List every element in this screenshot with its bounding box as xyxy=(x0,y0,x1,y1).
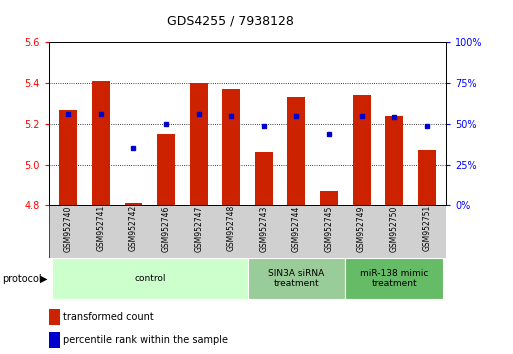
Text: GSM952740: GSM952740 xyxy=(64,205,73,252)
Bar xyxy=(52,258,247,299)
Bar xyxy=(125,203,143,205)
Bar xyxy=(190,83,208,205)
Text: GSM952745: GSM952745 xyxy=(325,205,333,252)
Text: ▶: ▶ xyxy=(40,274,48,284)
Bar xyxy=(157,134,175,205)
Text: GSM952751: GSM952751 xyxy=(422,205,431,251)
Bar xyxy=(320,191,338,205)
Bar xyxy=(287,97,305,205)
Text: GSM952742: GSM952742 xyxy=(129,205,138,251)
Text: GDS4255 / 7938128: GDS4255 / 7938128 xyxy=(167,14,294,27)
Bar xyxy=(60,110,77,205)
Bar xyxy=(49,309,60,325)
Bar xyxy=(49,204,446,258)
Text: GSM952747: GSM952747 xyxy=(194,205,203,252)
Text: GSM952743: GSM952743 xyxy=(259,205,268,252)
Text: SIN3A siRNA
treatment: SIN3A siRNA treatment xyxy=(268,269,325,289)
Text: percentile rank within the sample: percentile rank within the sample xyxy=(63,335,228,346)
Bar xyxy=(92,81,110,205)
Text: transformed count: transformed count xyxy=(63,312,153,322)
Bar xyxy=(385,116,403,205)
Text: GSM952748: GSM952748 xyxy=(227,205,236,251)
Bar xyxy=(352,95,370,205)
Text: GSM952744: GSM952744 xyxy=(292,205,301,252)
Text: miR-138 mimic
treatment: miR-138 mimic treatment xyxy=(360,269,428,289)
Text: protocol: protocol xyxy=(3,274,42,284)
Text: GSM952749: GSM952749 xyxy=(357,205,366,252)
Text: GSM952746: GSM952746 xyxy=(162,205,170,252)
Bar xyxy=(222,89,240,205)
Bar xyxy=(49,332,60,348)
Text: control: control xyxy=(134,274,166,283)
Bar xyxy=(255,152,273,205)
Bar xyxy=(247,258,345,299)
Bar xyxy=(345,258,443,299)
Text: GSM952741: GSM952741 xyxy=(96,205,105,251)
Text: GSM952750: GSM952750 xyxy=(390,205,399,252)
Bar xyxy=(418,150,436,205)
